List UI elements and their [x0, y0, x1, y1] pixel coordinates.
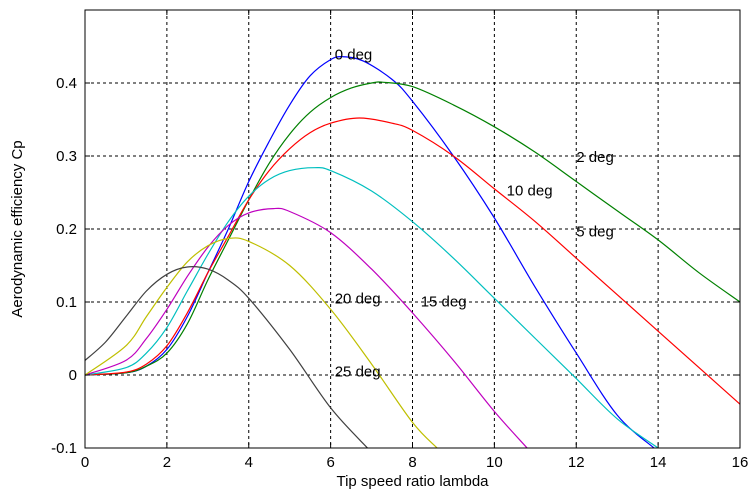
series-line-10-deg: [84, 166, 659, 449]
curve-label: 25 deg: [335, 363, 381, 380]
curve-label: 0 deg: [335, 47, 373, 64]
y-tick-label: -0.1: [51, 440, 77, 457]
series-line-0-deg: [84, 56, 655, 449]
y-axis-label: Aerodynamic efficiency Cp: [9, 140, 26, 317]
x-tick-label: 10: [486, 454, 503, 471]
y-tick-label: 0.2: [56, 221, 77, 238]
series-line-25-deg: [84, 266, 368, 449]
series-line-2-deg: [84, 81, 741, 376]
series-line-15-deg: [84, 207, 528, 449]
x-tick-label: 2: [163, 454, 171, 471]
series-line-5-deg: [84, 117, 741, 405]
x-tick-label: 14: [650, 454, 667, 471]
series-line-20-deg: [84, 237, 438, 449]
x-tick-label: 16: [732, 454, 749, 471]
y-tick-label: 0.3: [56, 148, 77, 165]
axis-ticks: 0 2 4 6 8 10 12 14 16-0.100.10.20.30.4: [51, 10, 748, 471]
y-tick-label: 0: [69, 367, 77, 384]
x-axis-label: Tip speed ratio lambda: [336, 473, 489, 490]
x-tick-label: 8: [408, 454, 416, 471]
curve-label: 20 deg: [335, 290, 381, 307]
series-lines: [84, 56, 741, 449]
curve-label: 5 deg: [576, 223, 614, 240]
curve-annotations: 0 deg 2 deg 10 deg 5 deg 20 deg 15 deg 25 deg: [335, 47, 614, 381]
curve-label: 2 deg: [576, 149, 614, 166]
curve-label: 15 deg: [421, 293, 467, 310]
x-tick-label: 4: [245, 454, 253, 471]
curve-label: 10 deg: [507, 182, 553, 199]
grid-lines: [85, 10, 740, 448]
x-tick-label: 12: [568, 454, 585, 471]
x-tick-label: 0: [81, 454, 89, 471]
y-tick-label: 0.1: [56, 294, 77, 311]
x-tick-label: 6: [326, 454, 334, 471]
y-tick-label: 0.4: [56, 75, 77, 92]
